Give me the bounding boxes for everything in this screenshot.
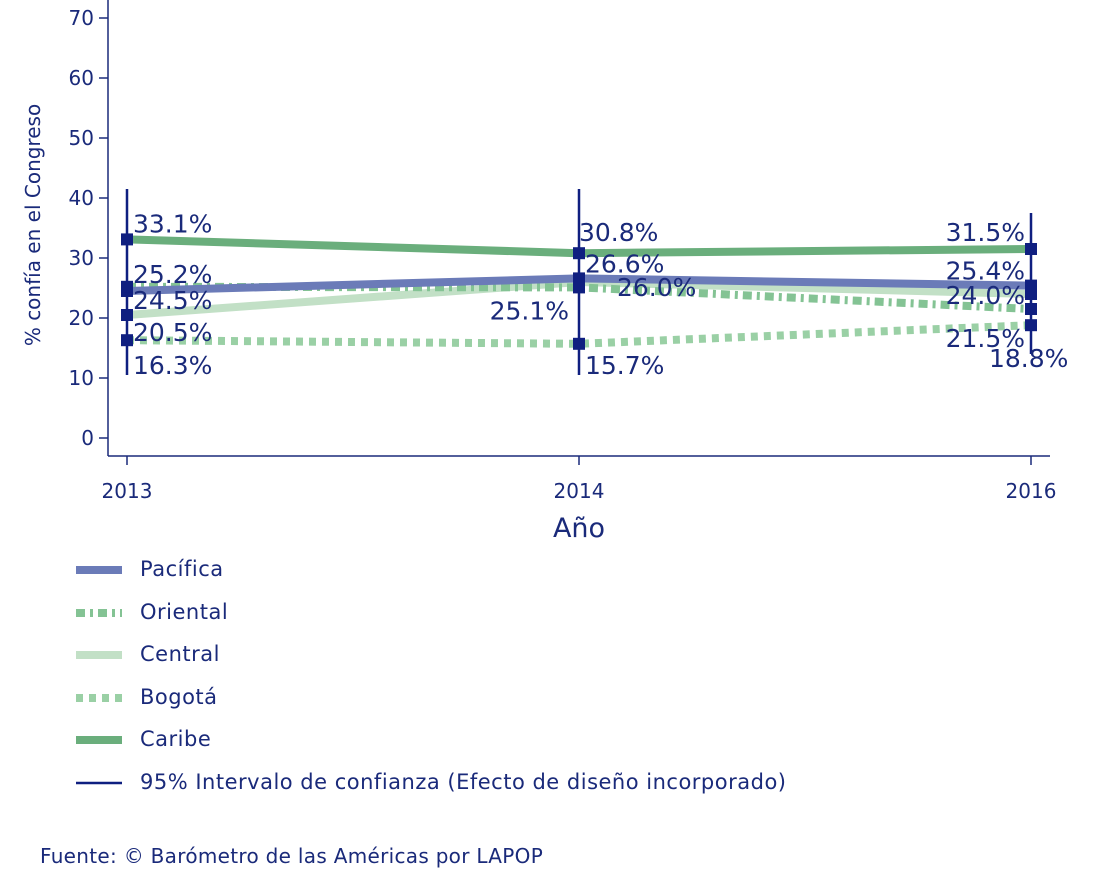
point-marker (1025, 288, 1037, 300)
y-axis: 0 10 20 30 40 50 60 70 (69, 0, 109, 456)
y-tick-label: 40 (69, 186, 94, 210)
legend-item-caribe: Caribe (76, 718, 786, 761)
point-label: 21.5% (946, 324, 1025, 353)
x-tick-label: 2013 (102, 479, 153, 503)
x-axis: 2013 2014 2016 (102, 455, 1057, 503)
point-marker (1025, 243, 1037, 255)
legend-swatch (76, 606, 122, 618)
confidence-intervals (121, 189, 1037, 375)
legend-swatch (76, 648, 122, 660)
legend-swatch (76, 563, 122, 575)
point-label: 18.8% (989, 344, 1068, 373)
x-axis-title: Año (553, 513, 605, 544)
legend-label: 95% Intervalo de confianza (Efecto de di… (140, 769, 787, 794)
point-marker (573, 337, 585, 350)
point-label: 20.5% (133, 318, 212, 347)
point-label: 15.7% (585, 351, 664, 380)
point-label: 30.8% (579, 218, 658, 247)
legend-item-ci: 95% Intervalo de confianza (Efecto de di… (76, 761, 786, 804)
point-labels: 24.5% 26.6% 25.4% 25.2% 25.1% 21.5% 20.5% 26.0%… (133, 209, 1068, 380)
legend-item-oriental: Oriental (76, 591, 786, 634)
legend-item-bogotá: Bogotá (76, 676, 786, 719)
point-label: 25.1% (490, 296, 569, 325)
point-label: 24.0% (946, 281, 1025, 310)
legend-label: Central (140, 642, 220, 667)
point-label: 25.2% (133, 260, 212, 289)
legend-swatch (76, 733, 122, 745)
point-marker (121, 280, 133, 293)
x-tick-label: 2014 (554, 479, 605, 503)
legend-swatch (76, 691, 122, 703)
point-label: 26.0% (617, 273, 696, 302)
series-line-oriental (126, 282, 1032, 313)
point-marker (1025, 319, 1037, 332)
point-marker (1025, 303, 1037, 315)
y-axis-title: % confía en el Congreso (21, 104, 45, 346)
legend-label: Pacífica (140, 557, 224, 582)
point-marker (573, 276, 585, 288)
point-marker (573, 247, 585, 260)
point-marker (121, 233, 133, 246)
legend: Pacífica Oriental Central Bogotá Caribe 95% I… (76, 548, 786, 803)
point-label: 31.5% (946, 218, 1025, 247)
y-tick-label: 30 (69, 246, 94, 270)
point-label: 25.4% (946, 257, 1025, 286)
point-marker (121, 309, 133, 321)
legend-label: Oriental (140, 599, 229, 624)
y-tick-label: 0 (81, 426, 94, 450)
legend-item-pacífica: Pacífica (76, 548, 786, 591)
source-note: Fuente: © Barómetro de las Américas por … (40, 844, 544, 868)
legend-label: Caribe (140, 727, 212, 752)
legend-item-central: Central (76, 633, 786, 676)
y-tick-label: 20 (69, 306, 94, 330)
x-tick-label: 2016 (1006, 479, 1057, 503)
legend-swatch (76, 776, 122, 788)
point-marker (121, 334, 133, 347)
point-label: 24.5% (133, 286, 212, 315)
y-tick-label: 60 (69, 66, 94, 90)
point-label: 26.6% (585, 249, 664, 278)
point-label: 33.1% (133, 209, 212, 238)
y-tick-label: 70 (69, 6, 94, 30)
legend-label: Bogotá (140, 684, 218, 709)
y-tick-label: 10 (69, 366, 94, 390)
y-tick-label: 50 (69, 126, 94, 150)
point-label: 16.3% (133, 351, 212, 380)
